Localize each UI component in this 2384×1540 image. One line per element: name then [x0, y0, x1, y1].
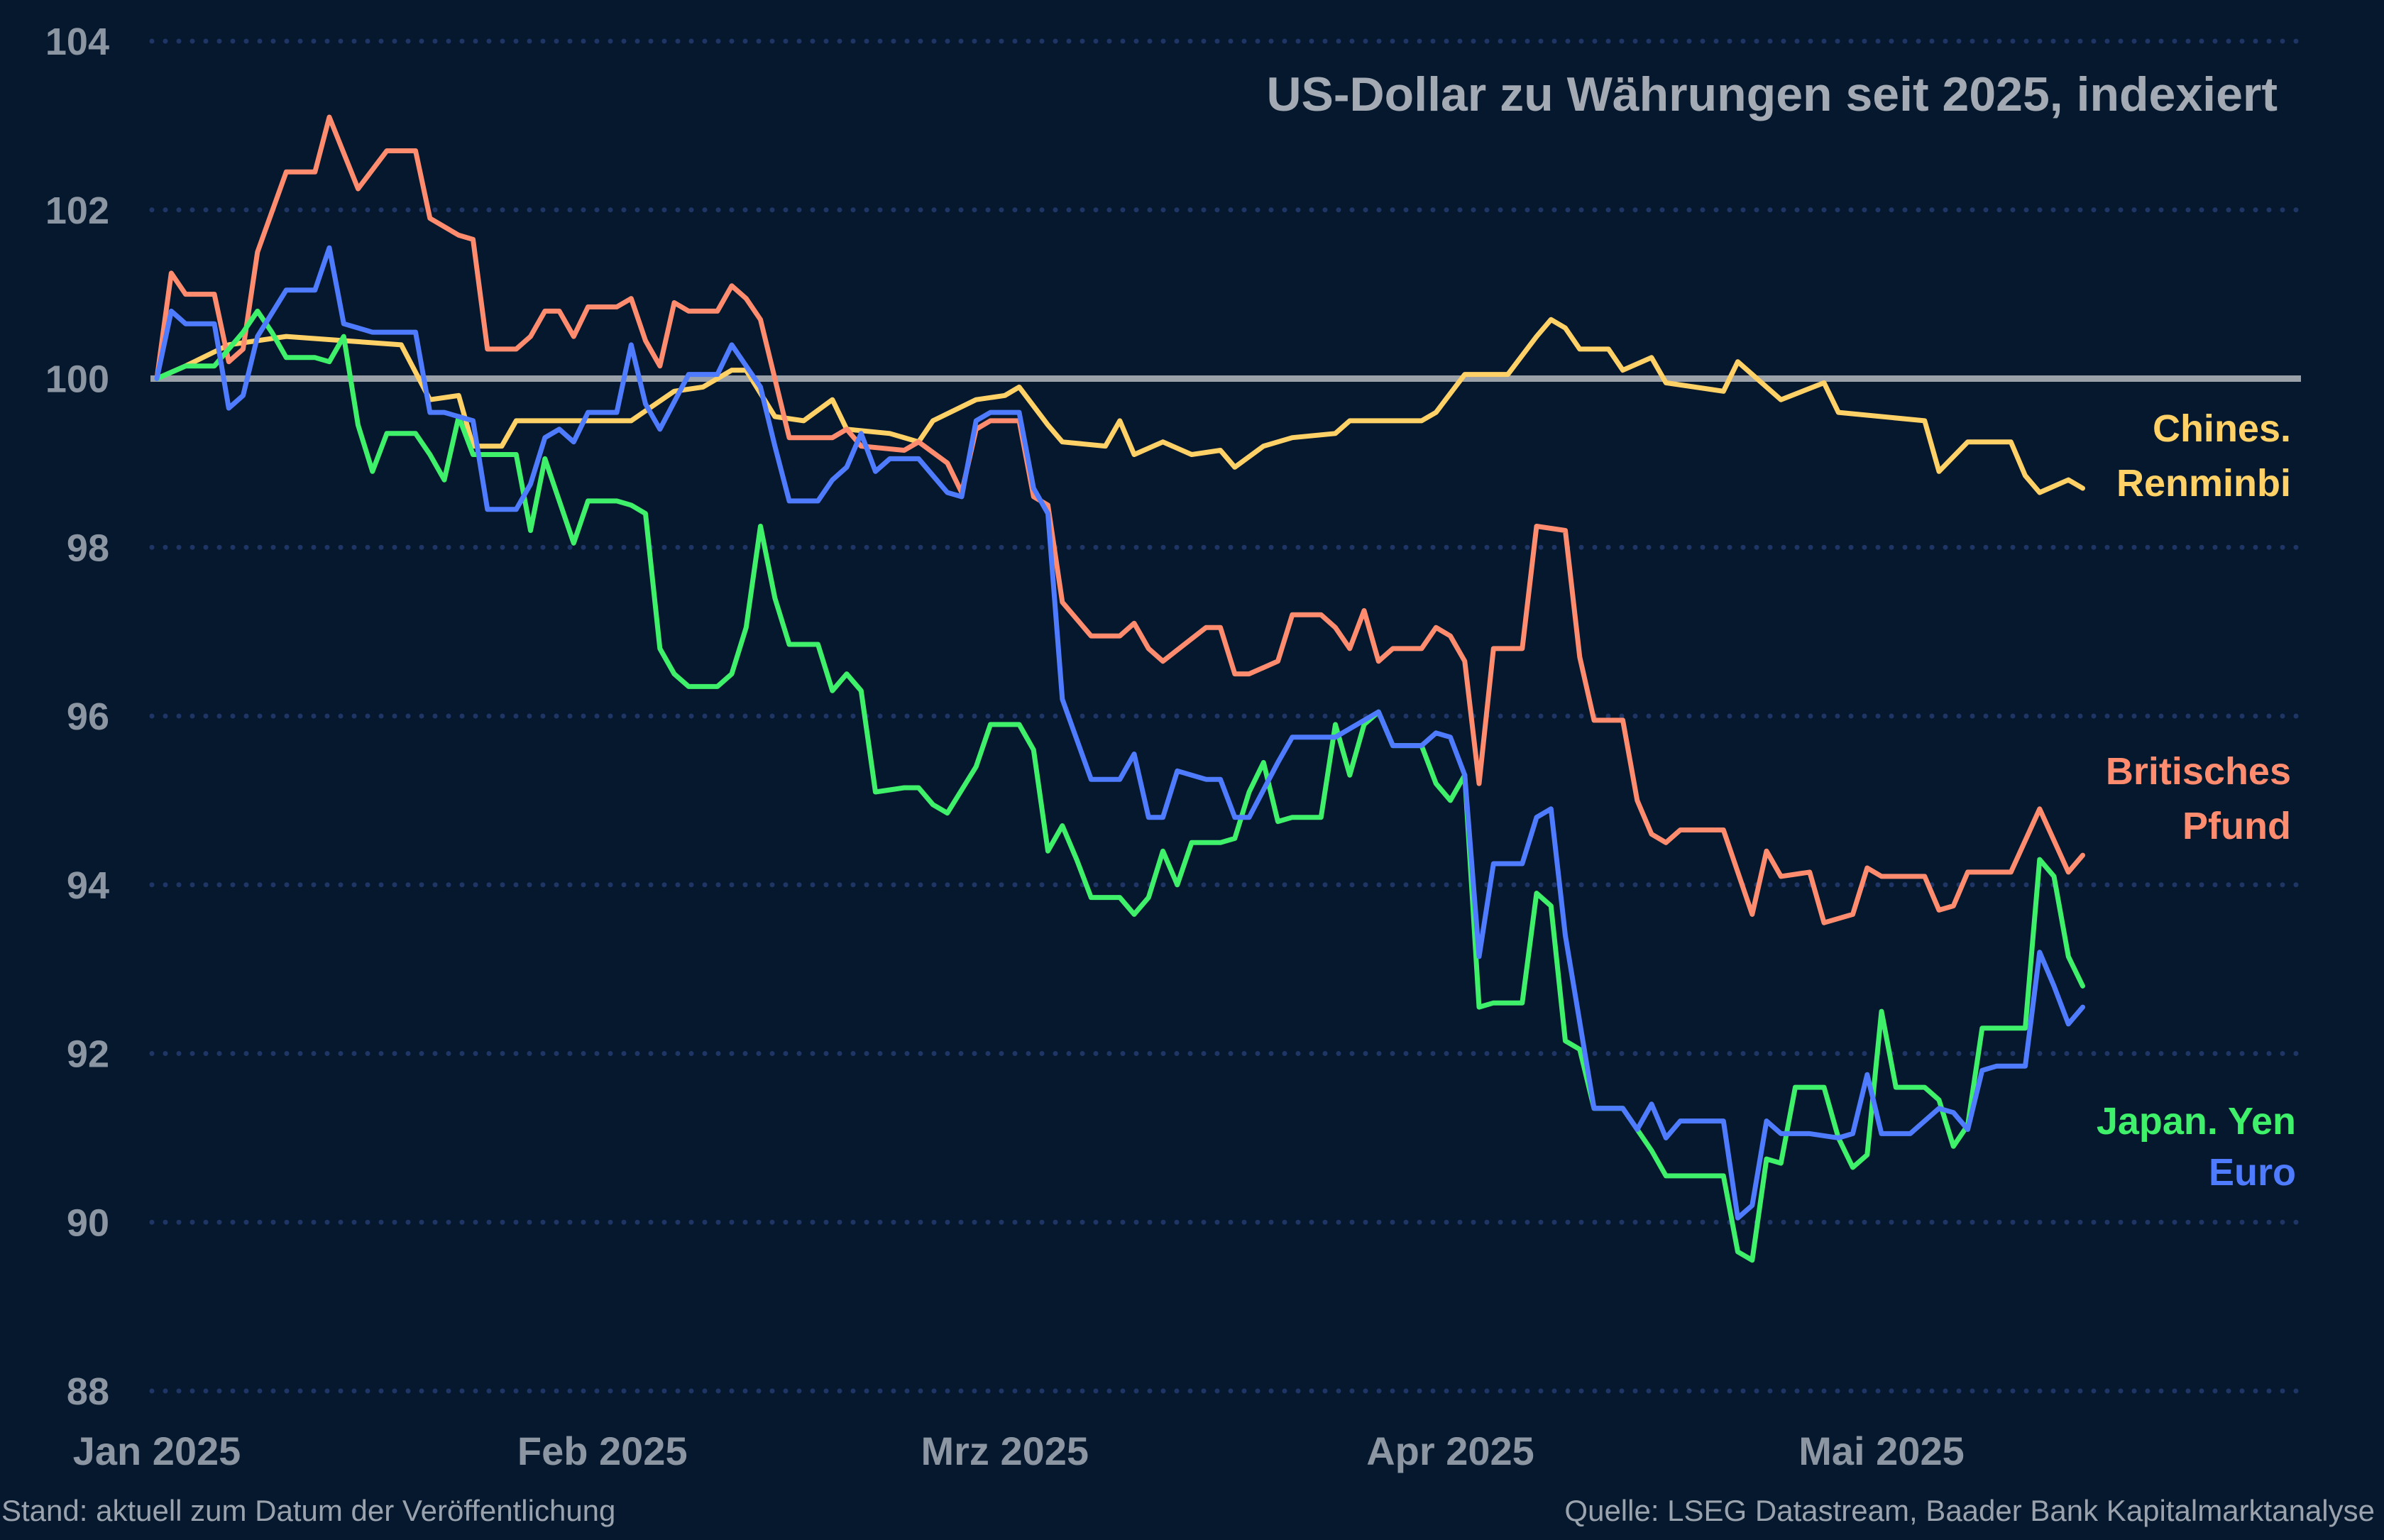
y-tick-label: 94: [67, 864, 109, 907]
series-label: Renminbi: [2116, 462, 2291, 505]
y-tick-label: 92: [67, 1033, 109, 1076]
y-axis-ticks: 88 90 92 94 96 98 100 102 104: [45, 21, 109, 1413]
series-line-chines-renminbi: [154, 317, 2085, 495]
footer-status: Stand: aktuell zum Datum der Veröffentli…: [1, 1494, 615, 1527]
x-axis-ticks: Jan 2025 Feb 2025 Mrz 2025 Apr 2025 Mai 2025: [73, 1429, 1965, 1473]
series-labels: Chines. Renminbi Britisches Pfund Japan. Yen…: [2097, 407, 2296, 1194]
series-line-euro: [154, 245, 2085, 1221]
series-label: Britisches: [2106, 750, 2291, 793]
series-label: Japan. Yen: [2097, 1100, 2296, 1143]
series-line-japan-yen: [154, 308, 2085, 1263]
series-label: Euro: [2209, 1151, 2296, 1194]
y-tick-label: 90: [67, 1201, 109, 1244]
footer-source: Quelle: LSEG Datastream, Baader Bank Kap…: [1564, 1494, 2375, 1527]
x-tick-label: Mai 2025: [1798, 1429, 1965, 1473]
y-tick-label: 88: [67, 1370, 109, 1413]
x-tick-label: Feb 2025: [517, 1429, 688, 1473]
series-lines: [154, 114, 2085, 1263]
x-tick-label: Mrz 2025: [921, 1429, 1089, 1473]
y-tick-label: 104: [45, 21, 109, 63]
x-tick-label: Apr 2025: [1366, 1429, 1534, 1473]
y-tick-label: 102: [45, 189, 109, 232]
chart-title: US-Dollar zu Währungen seit 2025, indexi…: [1266, 67, 2278, 121]
x-tick-label: Jan 2025: [73, 1429, 241, 1473]
series-label: Pfund: [2182, 805, 2291, 847]
y-tick-label: 100: [45, 358, 109, 401]
y-tick-label: 98: [67, 527, 109, 569]
y-tick-label: 96: [67, 695, 109, 738]
series-label: Chines.: [2153, 407, 2291, 450]
series-line-britisches-pfund: [154, 114, 2085, 925]
